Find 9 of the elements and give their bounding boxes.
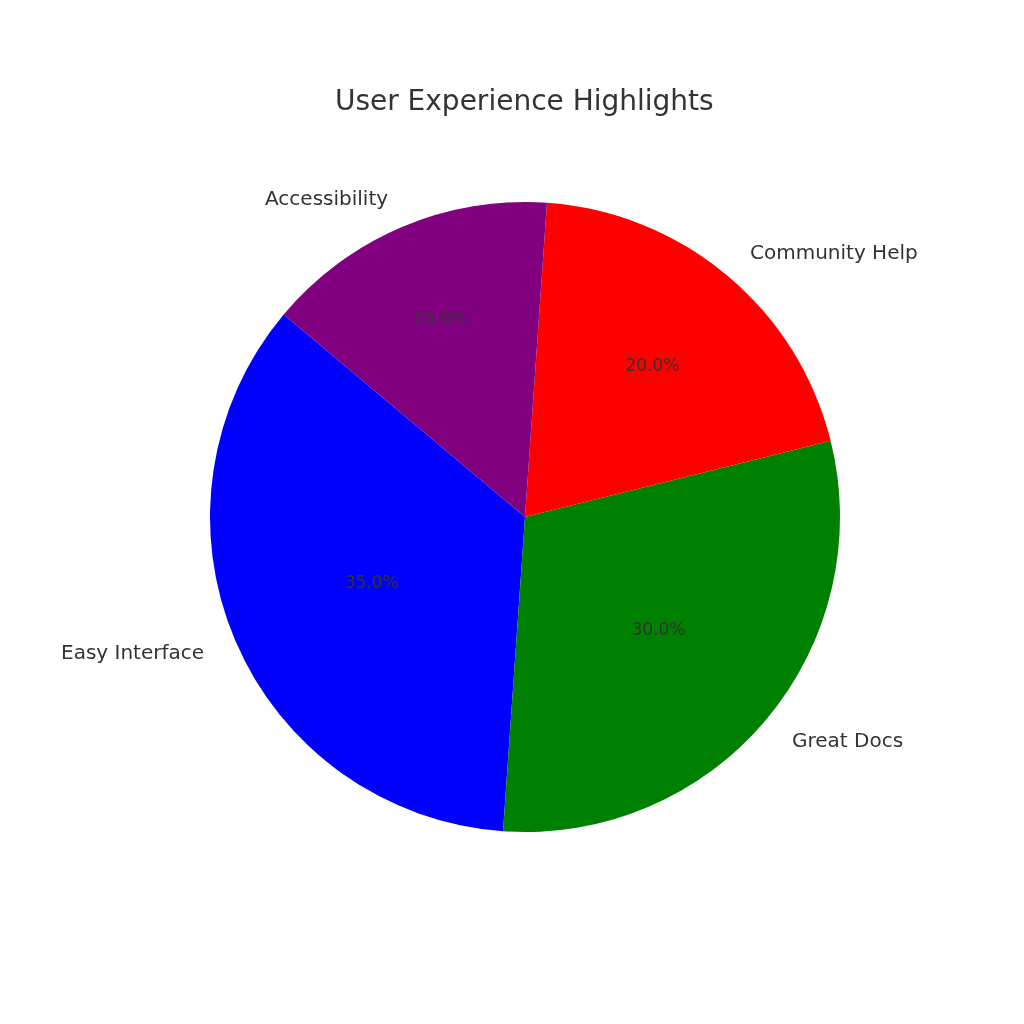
- slice-label: Community Help: [750, 240, 918, 264]
- chart-title: User Experience Highlights: [334, 83, 714, 117]
- data-label: 15.0%: [413, 307, 468, 328]
- slice-label: Great Docs: [792, 728, 904, 752]
- data-label: 35.0%: [344, 572, 399, 593]
- slice-label: Accessibility: [265, 186, 389, 210]
- slice-label: Easy Interface: [61, 640, 205, 664]
- data-label: 20.0%: [625, 355, 680, 376]
- data-label: 30.0%: [631, 618, 686, 639]
